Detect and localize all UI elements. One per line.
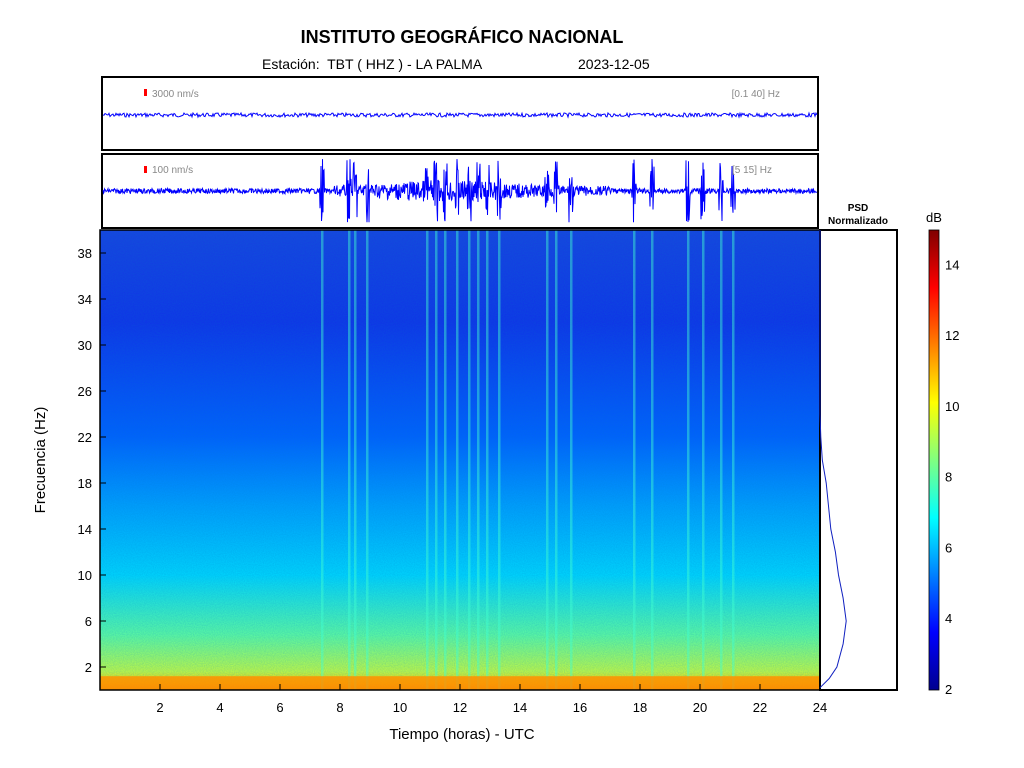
y-tick-label: 18 xyxy=(78,476,92,491)
event-line xyxy=(354,230,357,690)
y-tick-label: 6 xyxy=(85,614,92,629)
station-label: Estación: TBT ( HHZ ) - LA PALMA xyxy=(262,56,483,72)
x-tick-label: 22 xyxy=(753,700,767,715)
event-line xyxy=(633,230,636,690)
scale-label-1: 3000 nm/s xyxy=(152,89,199,100)
y-tick-label: 26 xyxy=(78,384,92,399)
colorbar-tick-label: 2 xyxy=(945,682,952,697)
scale-marker-2 xyxy=(144,166,147,173)
event-line xyxy=(366,230,369,690)
event-line xyxy=(720,230,723,690)
y-axis-label: Frecuencia (Hz) xyxy=(32,407,49,514)
y-tick-label: 30 xyxy=(78,338,92,353)
event-line xyxy=(732,230,735,690)
y-tick-label: 34 xyxy=(78,292,92,307)
x-tick-label: 24 xyxy=(813,700,827,715)
colorbar-ticks: 2 4 6 8 10 12 14 xyxy=(945,257,959,697)
filter-label-2: [5 15] Hz xyxy=(732,165,772,176)
y-tick-label: 10 xyxy=(78,568,92,583)
x-tick-label: 12 xyxy=(453,700,467,715)
date-label: 2023-12-05 xyxy=(578,56,650,72)
y-tick-label: 22 xyxy=(78,430,92,445)
event-line xyxy=(426,230,429,690)
spectrogram-noise xyxy=(100,230,820,690)
x-tick-label: 2 xyxy=(156,700,163,715)
colorbar-tick-label: 10 xyxy=(945,399,959,414)
event-line xyxy=(687,230,690,690)
event-line xyxy=(477,230,480,690)
colorbar-tick-label: 8 xyxy=(945,470,952,485)
x-tick-label: 16 xyxy=(573,700,587,715)
event-line xyxy=(546,230,549,690)
y-tick-label: 38 xyxy=(78,246,92,261)
event-line xyxy=(435,230,438,690)
event-line xyxy=(468,230,471,690)
event-line xyxy=(486,230,489,690)
psd-title-line1: PSD xyxy=(848,203,869,214)
event-line xyxy=(651,230,654,690)
colorbar-title: dB xyxy=(926,210,942,225)
event-line xyxy=(321,230,324,690)
seismogram-trace-2 xyxy=(102,159,818,223)
psd-title-line2: Normalizado xyxy=(828,216,888,227)
event-line xyxy=(498,230,501,690)
y-tick-label: 2 xyxy=(85,660,92,675)
event-line xyxy=(444,230,447,690)
x-tick-label: 4 xyxy=(216,700,223,715)
event-line xyxy=(555,230,558,690)
event-line xyxy=(348,230,351,690)
colorbar-tick-label: 14 xyxy=(945,257,959,272)
x-tick-label: 20 xyxy=(693,700,707,715)
x-tick-label: 6 xyxy=(276,700,283,715)
psd-line xyxy=(819,230,847,689)
filter-label-1: [0.1 40] Hz xyxy=(732,89,780,100)
seismogram-trace-1 xyxy=(102,111,818,119)
colorbar-tick-label: 4 xyxy=(945,611,952,626)
seismogram-broadband-panel: 3000 nm/s [0.1 40] Hz xyxy=(101,76,819,151)
event-line xyxy=(702,230,705,690)
seismogram-filtered-panel: 100 nm/s [5 15] Hz xyxy=(101,153,819,229)
y-tick-label: 14 xyxy=(78,522,92,537)
scale-marker-1 xyxy=(144,89,147,96)
colorbar-tick-label: 6 xyxy=(945,540,952,555)
x-tick-label: 14 xyxy=(513,700,527,715)
x-tick-label: 8 xyxy=(336,700,343,715)
x-tick-label: 10 xyxy=(393,700,407,715)
psd-panel: PSD Normalizado xyxy=(819,203,898,691)
scale-label-2: 100 nm/s xyxy=(152,165,193,176)
colorbar-tick-label: 12 xyxy=(945,328,959,343)
x-axis-label: Tiempo (horas) - UTC xyxy=(389,726,534,743)
x-tick-label: 18 xyxy=(633,700,647,715)
page-title: INSTITUTO GEOGRÁFICO NACIONAL xyxy=(300,27,624,47)
colorbar: dB 2 4 6 8 10 12 14 xyxy=(926,210,959,697)
event-line xyxy=(456,230,459,690)
event-line xyxy=(570,230,573,690)
